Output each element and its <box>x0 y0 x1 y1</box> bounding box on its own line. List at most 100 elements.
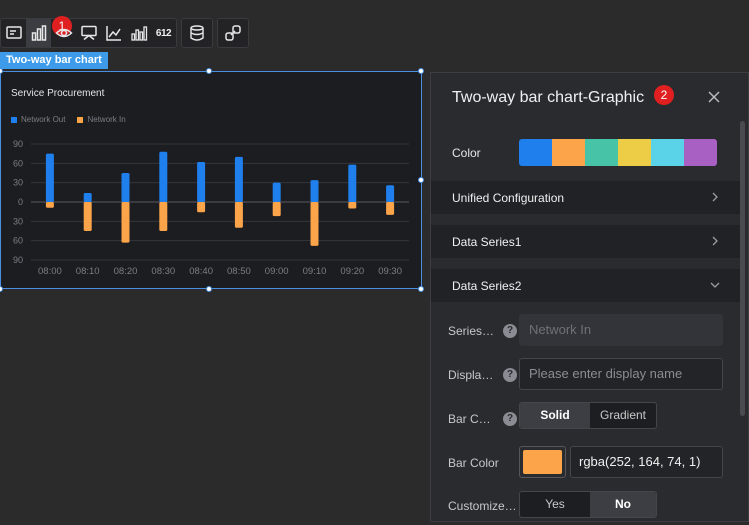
chart-plot: 90 60 30 0 30 60 90 08:00 08:10 08:20 08:30 08:40 08… <box>13 139 409 277</box>
properties-panel: Two-way bar chart-Graphic 2 Color Unifie… <box>430 72 749 522</box>
y-tick-label: 90 <box>13 139 23 149</box>
palette-swatch-2[interactable] <box>552 139 585 166</box>
legend-label: Network In <box>87 115 126 124</box>
bar-network-in <box>310 202 319 246</box>
section-data-series2[interactable]: Data Series2 <box>431 269 740 302</box>
component-toolbar: 1 612 <box>0 16 253 48</box>
bar-color-type-toggle: Solid Gradient <box>519 402 657 429</box>
bar-chart-icon[interactable]: 1 <box>26 16 72 47</box>
solid-option[interactable]: Solid <box>520 403 590 428</box>
series-name-label: Series… <box>448 324 495 338</box>
step-badge-2: 2 <box>654 85 674 105</box>
resize-handle-r[interactable] <box>418 177 424 183</box>
section-label: Data Series1 <box>452 234 522 249</box>
legend-label: Network Out <box>21 115 66 124</box>
gradient-option[interactable]: Gradient <box>599 408 647 422</box>
resize-handle-bl[interactable] <box>0 286 3 292</box>
bar-network-in <box>45 202 54 208</box>
y-tick-label: 60 <box>13 236 23 246</box>
x-tick-label: 09:00 <box>265 266 289 277</box>
link-icon[interactable] <box>218 19 248 47</box>
panel-scrollbar[interactable] <box>740 121 745 416</box>
resize-handle-b[interactable] <box>206 286 212 292</box>
bar-network-in <box>121 202 130 243</box>
bar-network-out <box>159 151 168 202</box>
help-icon[interactable]: ? <box>503 412 517 426</box>
bar-color-label: Bar Color <box>448 456 499 470</box>
bar-network-out <box>348 164 357 202</box>
y-tick-label: 30 <box>13 178 23 188</box>
bar-network-out <box>234 156 243 202</box>
text-icon[interactable] <box>1 19 26 47</box>
number-612-icon[interactable]: 612 <box>155 27 172 39</box>
y-tick-label: 60 <box>13 158 23 168</box>
yes-option[interactable]: Yes <box>545 497 565 511</box>
monitor-icon[interactable] <box>76 19 101 47</box>
series-name-input: Network In <box>519 314 723 346</box>
section-unified-configuration[interactable]: Unified Configuration <box>431 181 740 214</box>
bar-network-out <box>197 162 206 202</box>
palette-swatch-6[interactable] <box>684 139 717 166</box>
y-tick-label: 0 <box>18 197 23 207</box>
y-tick-label: 90 <box>13 255 23 265</box>
legend-item-network-in[interactable]: Network In <box>77 115 126 124</box>
bar-network-out <box>310 180 319 202</box>
bar-color-swatch[interactable] <box>519 446 566 478</box>
resize-handle-tr[interactable] <box>418 68 424 74</box>
database-icon[interactable] <box>182 19 212 47</box>
y-tick-label: 30 <box>13 216 23 226</box>
palette-swatch-4[interactable] <box>618 139 651 166</box>
panel-title: Two-way bar chart-Graphic <box>452 89 645 106</box>
x-tick-label: 09:10 <box>303 266 327 277</box>
bar-network-in <box>348 202 357 209</box>
x-tick-label: 09:20 <box>340 266 364 277</box>
resize-handle-tl[interactable] <box>0 68 3 74</box>
chevron-right-icon <box>712 236 718 246</box>
bar-network-out <box>272 182 281 202</box>
chevron-right-icon <box>712 192 718 202</box>
x-tick-label: 08:20 <box>114 266 138 277</box>
display-name-input[interactable]: Please enter display name <box>519 358 723 390</box>
bar-chart-number-icon[interactable] <box>126 19 151 47</box>
x-tick-label: 08:30 <box>151 266 175 277</box>
legend-item-network-out[interactable]: Network Out <box>11 115 65 124</box>
section-label: Data Series2 <box>452 278 522 293</box>
customize-toggle: Yes No <box>519 491 657 518</box>
section-label: Unified Configuration <box>452 190 565 205</box>
x-tick-label: 08:50 <box>227 266 251 277</box>
chart-title: Service Procurement <box>11 88 105 99</box>
bar-network-in <box>83 202 92 231</box>
x-tick-label: 08:40 <box>189 266 213 277</box>
component-name-tag: Two-way bar chart <box>0 52 108 69</box>
bar-color-input[interactable]: rgba(252, 164, 74, 1) <box>570 446 723 478</box>
bar-network-in <box>272 202 281 217</box>
legend-swatch <box>11 116 17 123</box>
bar-network-in <box>197 202 206 213</box>
bar-network-in <box>386 202 395 215</box>
color-label: Color <box>452 146 481 160</box>
palette-swatch-3[interactable] <box>585 139 618 166</box>
bar-network-out <box>121 173 130 202</box>
eye-icon[interactable] <box>51 19 76 47</box>
two-way-bar-chart-component[interactable]: Service Procurement Network Out Network … <box>0 71 422 289</box>
palette-swatch-1[interactable] <box>519 139 552 166</box>
bar-network-in <box>159 202 168 231</box>
palette-swatch-5[interactable] <box>651 139 684 166</box>
color-palette[interactable] <box>519 139 717 166</box>
data-components-group <box>181 18 213 48</box>
no-option[interactable]: No <box>590 492 656 517</box>
resize-handle-br[interactable] <box>418 286 424 292</box>
x-tick-label: 08:00 <box>38 266 62 277</box>
bar-network-out <box>45 153 54 202</box>
section-data-series1[interactable]: Data Series1 <box>431 225 740 258</box>
help-icon[interactable]: ? <box>503 368 517 382</box>
close-icon[interactable] <box>705 88 723 106</box>
legend-swatch <box>77 116 84 123</box>
link-components-group <box>217 18 249 48</box>
line-chart-icon[interactable] <box>101 19 126 47</box>
bar-network-out <box>83 192 92 202</box>
chevron-down-icon <box>710 282 720 288</box>
help-icon[interactable]: ? <box>503 324 517 338</box>
resize-handle-t[interactable] <box>206 68 212 74</box>
